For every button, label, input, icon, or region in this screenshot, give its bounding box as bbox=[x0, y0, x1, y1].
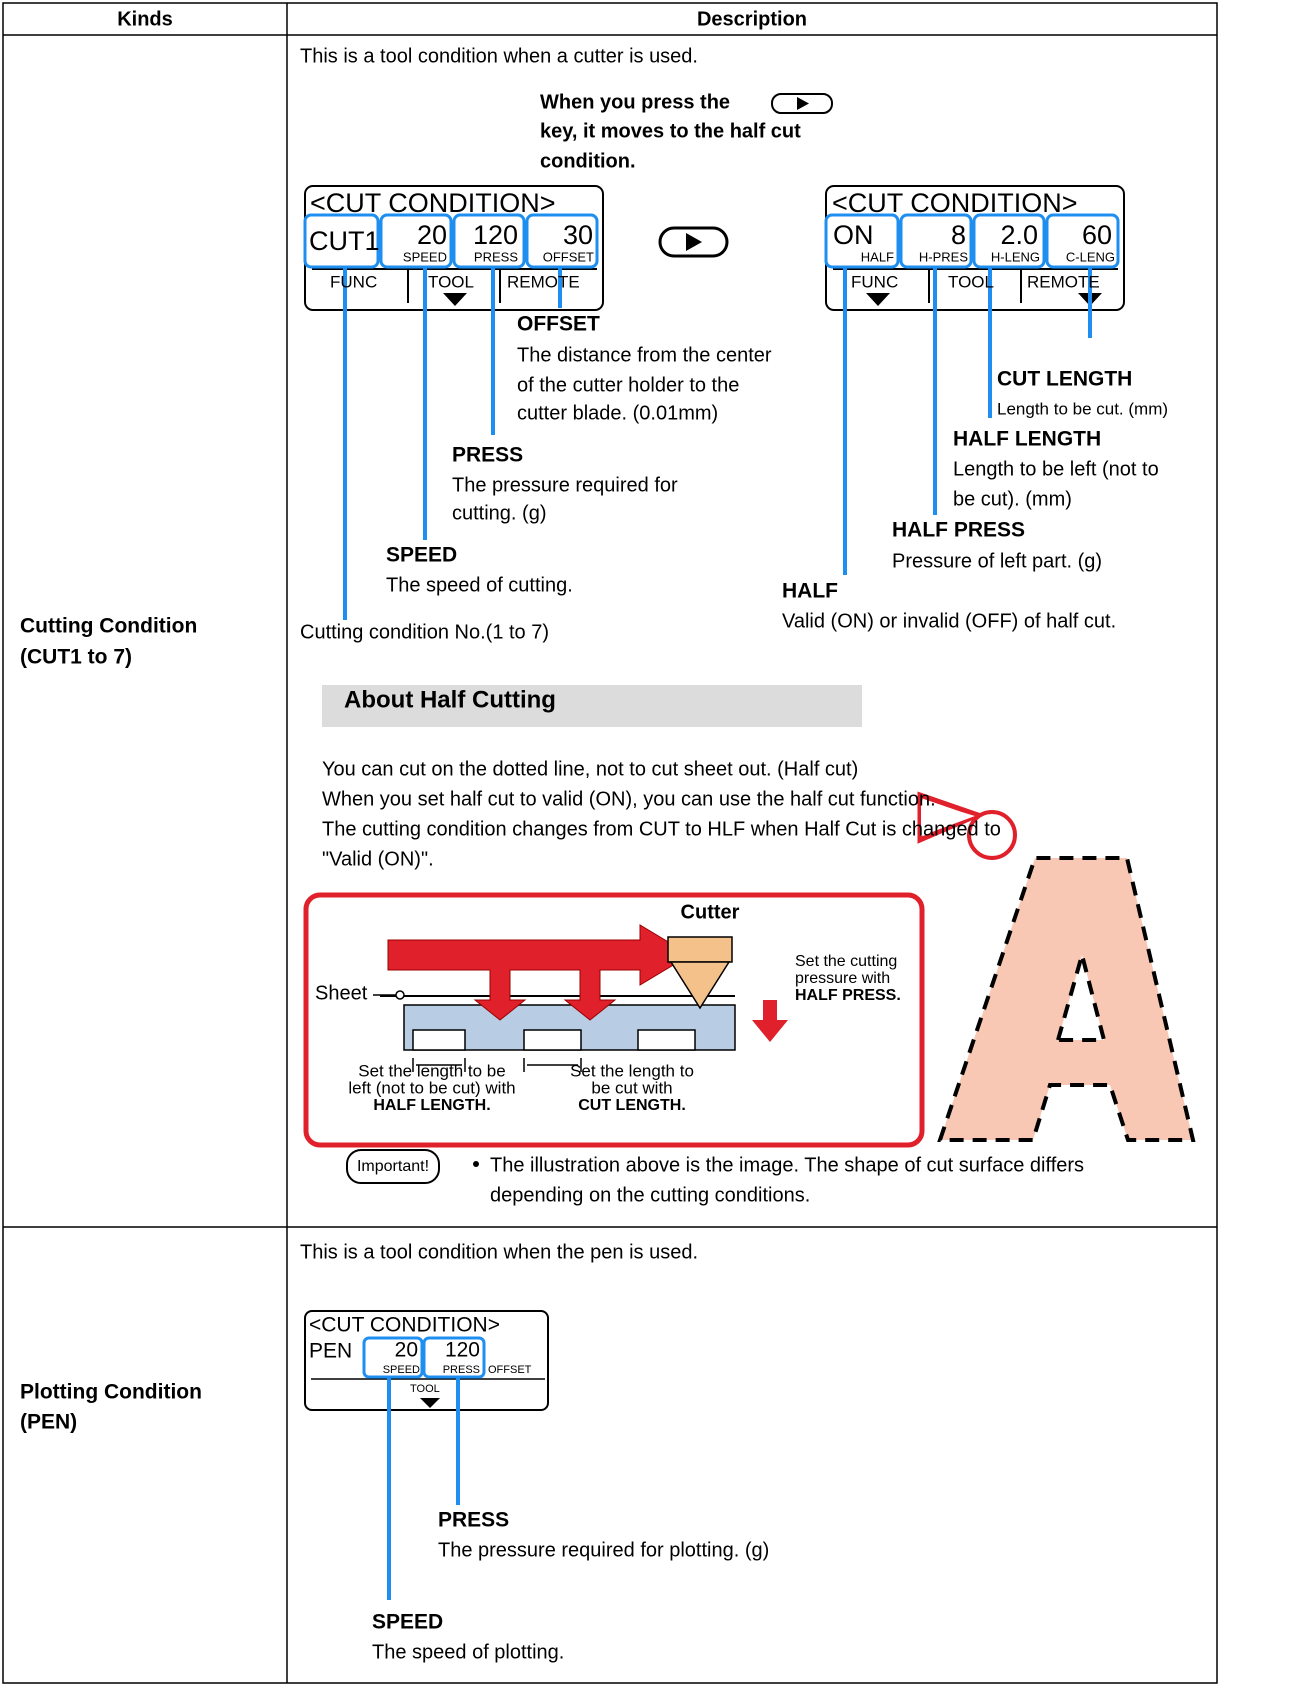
callout-title: HALF LENGTH bbox=[953, 428, 1101, 451]
lcd-label: HALF bbox=[861, 249, 894, 264]
callout-title: CUT LENGTH bbox=[997, 368, 1132, 391]
lcd-value: CUT1 bbox=[309, 226, 380, 256]
arrow-key bbox=[658, 226, 729, 258]
callout-text: Length to be left (not to bbox=[953, 458, 1159, 480]
leader-lines bbox=[343, 267, 1092, 620]
callout-text: The distance from the center bbox=[517, 344, 772, 366]
lcd-label: SPEED bbox=[403, 249, 447, 264]
illustration-label: CUT LENGTH. bbox=[578, 1097, 686, 1114]
illustration bbox=[303, 791, 1196, 1148]
lcd-title: <CUT CONDITION> bbox=[309, 1314, 500, 1337]
illustration-label: Set the length to bbox=[570, 1061, 694, 1080]
lcd-value: 20 bbox=[417, 220, 447, 250]
illustration-label: HALF PRESS. bbox=[795, 987, 901, 1004]
illustration-label: Cutter bbox=[681, 901, 740, 923]
lcd-value: 120 bbox=[473, 220, 518, 250]
callout-title: SPEED bbox=[386, 544, 457, 567]
kind-label: Cutting Condition bbox=[20, 615, 197, 638]
paragraph: "Valid (ON)". bbox=[322, 848, 434, 870]
lcd-title: <CUT CONDITION> bbox=[832, 188, 1078, 218]
illustration-label: pressure with bbox=[795, 970, 890, 987]
key-note: condition. bbox=[540, 150, 636, 172]
lcd-value: 30 bbox=[563, 220, 593, 250]
lcd-label: H-LENG bbox=[991, 249, 1040, 264]
paragraph: The cutting condition changes from CUT t… bbox=[322, 818, 1001, 840]
table-frame bbox=[2, 2, 1218, 1684]
callout-title: SPEED bbox=[372, 1611, 443, 1634]
lcd-title: <CUT CONDITION> bbox=[310, 188, 556, 218]
lcd-screen bbox=[304, 1310, 549, 1600]
callout-title: OFFSET bbox=[517, 313, 600, 336]
important-text: The illustration above is the image. The… bbox=[490, 1154, 1084, 1176]
callout-text: The pressure required for plotting. (g) bbox=[438, 1539, 769, 1561]
lcd-menu: TOOL bbox=[410, 1383, 440, 1395]
callout-text: The pressure required for bbox=[452, 474, 678, 496]
illustration-label: left (not to be cut) with bbox=[348, 1078, 515, 1097]
key-note: key, it moves to the half cut bbox=[540, 120, 801, 142]
illustration-label: Set the length to be bbox=[358, 1061, 505, 1080]
illustration-label: Set the cutting bbox=[795, 953, 897, 970]
callout-title: PRESS bbox=[438, 1509, 509, 1532]
kind-label: (CUT1 to 7) bbox=[20, 646, 132, 669]
important-badge-text: Important! bbox=[357, 1158, 429, 1175]
lcd-label: OFFSET bbox=[488, 1364, 532, 1376]
lcd-value: PEN bbox=[309, 1340, 352, 1363]
important-badge bbox=[346, 1149, 479, 1184]
callout-text: of the cutter holder to the bbox=[517, 374, 739, 396]
lcd-label: OFFSET bbox=[543, 249, 594, 264]
paragraph: When you set half cut to valid (ON), you… bbox=[322, 788, 936, 810]
callout-text: The speed of plotting. bbox=[372, 1641, 564, 1663]
section-bar bbox=[322, 685, 862, 727]
callout-title: HALF PRESS bbox=[892, 519, 1025, 542]
paragraph: You can cut on the dotted line, not to c… bbox=[322, 758, 858, 780]
lcd-menu: REMOTE bbox=[507, 272, 580, 291]
illustration-label: be cut with bbox=[591, 1078, 672, 1097]
lcd-value: 20 bbox=[395, 1339, 418, 1362]
lcd-menu: FUNC bbox=[330, 272, 377, 291]
lcd-menu: FUNC bbox=[851, 272, 898, 291]
lcd-label: C-LENG bbox=[1066, 249, 1115, 264]
key-icon bbox=[771, 93, 833, 114]
section-title: About Half Cutting bbox=[344, 686, 556, 713]
callout-text: cutting. (g) bbox=[452, 502, 546, 524]
lcd-menu: TOOL bbox=[948, 272, 994, 291]
column-header: Kinds bbox=[117, 8, 173, 30]
lcd-screen bbox=[824, 185, 1125, 311]
lcd-label: PRESS bbox=[443, 1364, 480, 1376]
key-note: When you press the bbox=[540, 91, 730, 113]
lcd-value: 120 bbox=[445, 1339, 480, 1362]
callout-text: be cut). (mm) bbox=[953, 488, 1072, 510]
intro-text: This is a tool condition when a cutter i… bbox=[300, 45, 698, 67]
lcd-label: SPEED bbox=[383, 1364, 420, 1376]
lcd-value: 2.0 bbox=[1000, 220, 1038, 250]
callout-text: Pressure of left part. (g) bbox=[892, 550, 1102, 572]
callout-text: The speed of cutting. bbox=[386, 574, 573, 596]
illustration-label: HALF LENGTH. bbox=[373, 1097, 490, 1114]
lcd-menu: TOOL bbox=[428, 272, 474, 291]
column-header: Description bbox=[697, 8, 807, 30]
lcd-value: 8 bbox=[951, 220, 966, 250]
kind-label: (PEN) bbox=[20, 1411, 77, 1434]
lcd-label: H-PRES bbox=[919, 249, 968, 264]
callout-title: PRESS bbox=[452, 444, 523, 467]
lcd-value: ON bbox=[833, 220, 874, 250]
lcd-label: PRESS bbox=[474, 249, 518, 264]
lcd-value: 60 bbox=[1082, 220, 1112, 250]
illustration-label: Sheet bbox=[315, 982, 368, 1004]
callout-title: HALF bbox=[782, 580, 838, 603]
callout-text: Length to be cut. (mm) bbox=[997, 399, 1168, 418]
kind-label: Plotting Condition bbox=[20, 1381, 202, 1404]
important-text: depending on the cutting conditions. bbox=[490, 1184, 810, 1206]
callout-text: Cutting condition No.(1 to 7) bbox=[300, 621, 549, 643]
lcd-menu: REMOTE bbox=[1027, 272, 1100, 291]
callout-text: Valid (ON) or invalid (OFF) of half cut. bbox=[782, 610, 1116, 632]
lcd-screen bbox=[303, 185, 604, 311]
intro-text: This is a tool condition when the pen is… bbox=[300, 1241, 698, 1263]
callout-text: cutter blade. (0.01mm) bbox=[517, 402, 718, 424]
